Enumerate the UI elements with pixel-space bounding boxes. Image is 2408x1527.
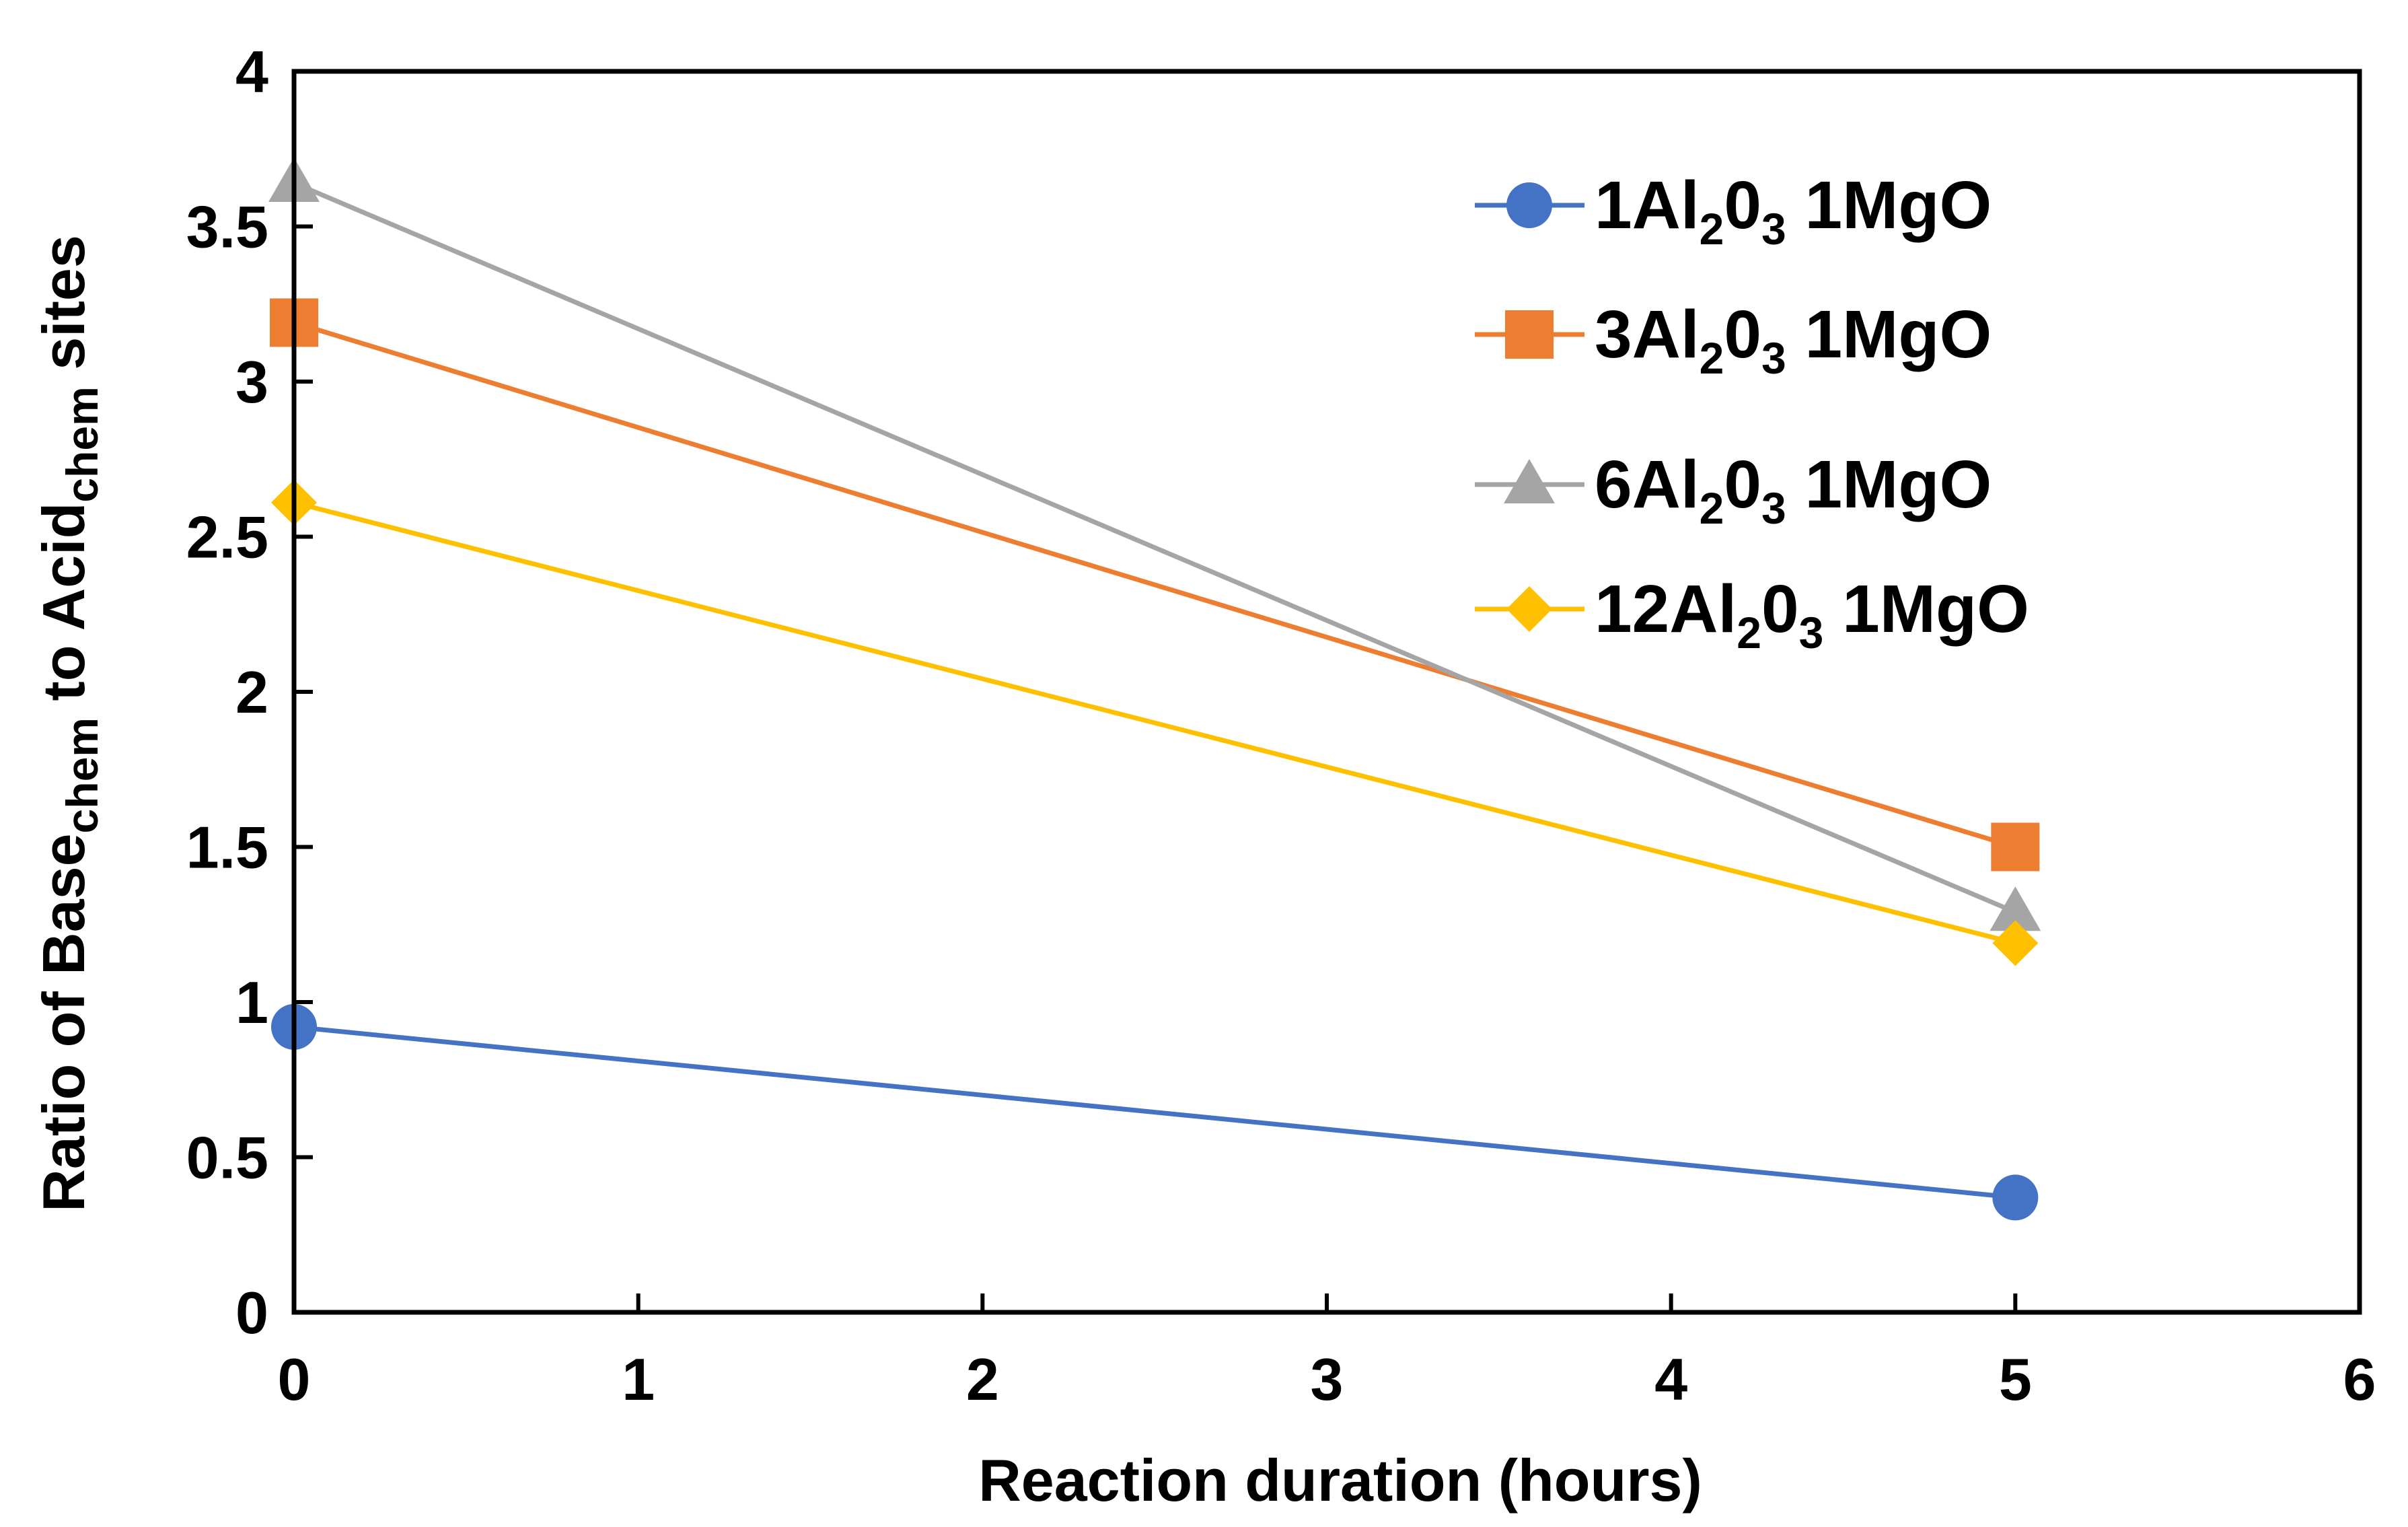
legend: 1Al203 1MgO 3Al203 1MgO 6Al203 1MgO 12Al203… — [1475, 168, 2029, 658]
legend-marker-6al2o3-1mgo — [1504, 459, 1555, 503]
legend-item-6al2o3-1mgo: 6Al203 1MgO — [1475, 447, 1992, 533]
y-axis-title: Ratio of Basechem to Acidchem sites — [30, 235, 107, 1212]
series-line-3al2o3-1mgo — [293, 320, 2016, 849]
legend-item-12al2o3-1mgo: 12Al203 1MgO — [1475, 571, 2029, 658]
data-point-6al2o3-1mgo-1 — [1990, 886, 2041, 931]
x-tick-label: 4 — [1654, 1346, 1687, 1413]
data-point-3al2o3-1mgo-1 — [1991, 822, 2040, 872]
y-axis-tick-labels: 0 0.5 1 1.5 2 2.5 3 3.5 4 — [186, 38, 268, 1346]
y-tick-label: 3.5 — [186, 194, 268, 260]
x-tick-label: 0 — [278, 1346, 311, 1413]
plot-lines — [293, 180, 2016, 1200]
x-axis-tick-labels: 0 1 2 3 4 5 6 — [278, 1346, 2376, 1413]
x-tick-label: 2 — [966, 1346, 999, 1413]
y-tick-label: 1.5 — [186, 814, 268, 881]
legend-label-1al2o3-1mgo: 1Al203 1MgO — [1595, 168, 1992, 254]
series-line-12al2o3-1mgo — [293, 500, 2016, 946]
legend-label-3al2o3-1mgo: 3Al203 1MgO — [1595, 297, 1992, 383]
x-axis-ticks — [636, 1293, 2362, 1312]
y-tick-label: 2 — [235, 659, 268, 725]
x-tick-label: 1 — [622, 1346, 655, 1413]
series-line-1al2o3-1mgo — [293, 1024, 2016, 1200]
legend-marker-12al2o3-1mgo — [1506, 586, 1552, 632]
y-axis-ticks — [294, 69, 313, 1160]
x-tick-label: 3 — [1311, 1346, 1344, 1413]
legend-marker-3al2o3-1mgo — [1505, 310, 1554, 359]
y-tick-label: 1 — [235, 969, 268, 1036]
y-tick-label: 4 — [235, 38, 268, 105]
series-line-6al2o3-1mgo — [293, 180, 2016, 915]
legend-item-3al2o3-1mgo: 3Al203 1MgO — [1475, 297, 1992, 383]
y-tick-label: 3 — [235, 349, 268, 415]
legend-marker-1al2o3-1mgo — [1506, 182, 1552, 228]
legend-item-1al2o3-1mgo: 1Al203 1MgO — [1475, 168, 1992, 254]
x-axis-title: Reaction duration (hours) — [978, 1447, 1702, 1514]
y-tick-label: 2.5 — [186, 504, 268, 571]
x-tick-label: 5 — [1999, 1346, 2032, 1413]
data-point-1al2o3-1mgo-1 — [1992, 1174, 2039, 1221]
legend-label-6al2o3-1mgo: 6Al203 1MgO — [1595, 447, 1992, 533]
y-tick-label: 0.5 — [186, 1125, 268, 1191]
legend-label-12al2o3-1mgo: 12Al203 1MgO — [1595, 571, 2029, 658]
x-tick-label: 6 — [2343, 1346, 2376, 1413]
data-point-12al2o3-1mgo-1 — [1992, 920, 2039, 966]
y-tick-label: 0 — [235, 1279, 268, 1346]
